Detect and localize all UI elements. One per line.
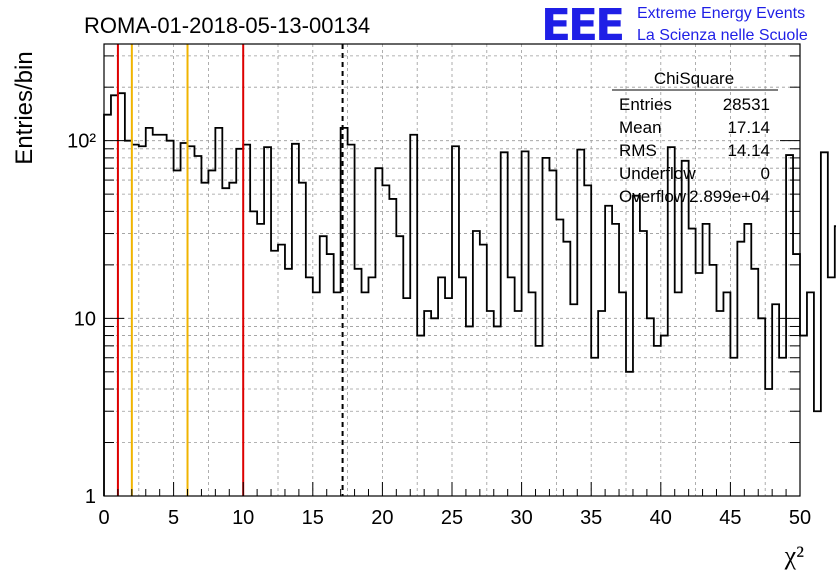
y-axis-label: Entries/bin <box>11 51 38 164</box>
x-tick-label: 35 <box>580 507 602 529</box>
stats-value-rms: 14.14 <box>727 141 770 160</box>
y-tick-label: 1 <box>85 486 96 508</box>
x-tick-label: 10 <box>232 507 254 529</box>
x-tick-label: 30 <box>510 507 532 529</box>
stats-box: ChiSquare Entries 28531 Mean 17.14 RMS 1… <box>612 69 778 206</box>
chart-title: ROMA-01-2018-05-13-00134 <box>84 13 370 38</box>
stats-label-underflow: Underflow <box>619 164 696 183</box>
x-tick-label: 0 <box>98 507 109 529</box>
stats-title: ChiSquare <box>654 69 734 88</box>
stats-value-mean: 17.14 <box>727 118 770 137</box>
x-tick-label: 50 <box>789 507 811 529</box>
x-tick-label: 45 <box>719 507 741 529</box>
axis-ticks: 0 5 10 15 20 25 30 35 40 45 50 1 10 10² <box>67 55 811 529</box>
stats-value-underflow: 0 <box>761 164 770 183</box>
y-tick-label: 10² <box>67 131 96 153</box>
stats-value-entries: 28531 <box>723 95 770 114</box>
x-tick-label: 5 <box>168 507 179 529</box>
stats-label-overflow: Overflow <box>619 187 687 206</box>
stats-label-rms: RMS <box>619 141 657 160</box>
x-tick-label: 25 <box>441 507 463 529</box>
stats-label-mean: Mean <box>619 118 662 137</box>
reference-lines <box>116 44 344 496</box>
x-tick-label: 40 <box>650 507 672 529</box>
eee-logo: EEE <box>541 0 622 51</box>
y-tick-label: 10 <box>74 308 96 330</box>
stats-label-entries: Entries <box>619 95 672 114</box>
histogram-series <box>103 92 836 496</box>
logo-line-1: Extreme Energy Events <box>637 5 805 22</box>
x-axis-label: χ² <box>784 541 805 570</box>
logo-line-2: La Scienza nelle Scuole <box>637 27 808 44</box>
histogram-outline <box>103 92 836 496</box>
x-tick-label: 15 <box>302 507 324 529</box>
stats-value-overflow: 2.899e+04 <box>689 187 770 206</box>
x-tick-label: 20 <box>371 507 393 529</box>
